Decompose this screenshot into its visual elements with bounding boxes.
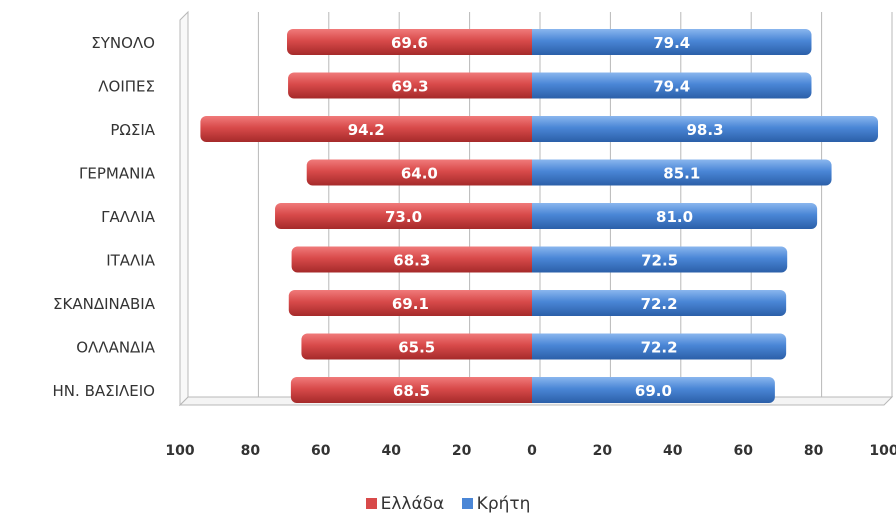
- bar-left-inner-edge: [524, 290, 532, 316]
- legend-item-left: Ελλάδα: [365, 494, 445, 514]
- category-label: ΓΑΛΛΙΑ: [101, 208, 156, 226]
- value-label-right: 81.0: [656, 208, 693, 226]
- value-label-left: 69.3: [392, 78, 429, 96]
- bar-left: [301, 333, 532, 360]
- bar-right: [532, 116, 879, 142]
- x-tick-label: 60: [733, 443, 753, 459]
- bar-left-inner-edge: [524, 377, 532, 403]
- bar-left: [200, 116, 532, 142]
- legend-label-left: Ελλάδα: [380, 494, 445, 514]
- category-label: ΙΤΑΛΙΑ: [106, 252, 156, 270]
- x-tick-label: 100: [165, 443, 194, 459]
- value-label-right: 72.5: [641, 252, 678, 270]
- value-label-left: 73.0: [385, 208, 422, 226]
- bar-left: [290, 377, 532, 403]
- legend-swatch-right: [461, 498, 473, 509]
- value-labels: 69.6 79.4 69.3 79.4 94.2 98.3 64.0 85.1 73.0 81.0…: [348, 34, 724, 400]
- category-label: ΡΩΣΙΑ: [110, 121, 155, 139]
- legend-swatch-left: [365, 498, 377, 509]
- x-tick-label: 80: [804, 443, 824, 459]
- bar-right: [532, 203, 818, 229]
- x-tick-label: 20: [593, 443, 613, 459]
- x-tick-label: 40: [381, 443, 401, 459]
- bar-left-inner-edge: [524, 159, 532, 186]
- category-label: ΣΚΑΝΔΙΝΑΒΙΑ: [53, 295, 156, 313]
- bar-right: [532, 29, 812, 55]
- bar-left: [306, 159, 532, 186]
- x-tick-label: 100: [869, 443, 896, 459]
- bar-left: [288, 72, 532, 99]
- value-label-left: 65.5: [398, 339, 435, 357]
- bars: [200, 29, 879, 403]
- chart-side-wall: [179, 10, 189, 407]
- bar-right-inner-edge: [532, 377, 540, 403]
- value-label-left: 94.2: [348, 121, 385, 139]
- category-label: ΣΥΝΟΛΟ: [91, 34, 155, 52]
- bar-left: [287, 29, 532, 55]
- bar-left-inner-edge: [524, 203, 532, 229]
- x-tick-label: 20: [452, 443, 472, 459]
- value-label-right: 85.1: [663, 165, 700, 183]
- x-tick-label: 80: [241, 443, 261, 459]
- bar-right: [532, 72, 812, 99]
- value-label-left: 68.3: [393, 252, 430, 270]
- value-label-right: 72.2: [641, 295, 678, 313]
- bar-right-inner-edge: [532, 246, 540, 273]
- category-labels: ΣΥΝΟΛΟ ΛΟΙΠΕΣ ΡΩΣΙΑ ΓΕΡΜΑΝΙΑ ΓΑΛΛΙΑ ΙΤΑΛΙΑ ΣΚΑ…: [53, 34, 156, 400]
- value-label-left: 69.6: [391, 34, 428, 52]
- bar-right: [532, 333, 787, 360]
- value-label-right: 79.4: [653, 34, 690, 52]
- bar-right: [532, 246, 788, 273]
- x-tick-label: 60: [311, 443, 331, 459]
- bar-right-inner-edge: [532, 116, 540, 142]
- bar-right-inner-edge: [532, 333, 540, 360]
- bar-left-inner-edge: [524, 29, 532, 55]
- category-label: ΓΕΡΜΑΝΙΑ: [79, 165, 156, 183]
- value-label-right: 79.4: [653, 78, 690, 96]
- x-tick-label: 40: [663, 443, 683, 459]
- legend-label-right: Κρήτη: [476, 494, 531, 514]
- bar-right: [532, 377, 775, 403]
- x-tick-labels: 100 80 60 40 20 0 20 40 60 80 100: [165, 443, 896, 459]
- value-label-right: 98.3: [687, 121, 724, 139]
- bar-left-inner-edge: [524, 246, 532, 273]
- bar-right-inner-edge: [532, 290, 540, 316]
- legend-item-right: Κρήτη: [461, 494, 531, 514]
- bar-left: [291, 246, 532, 273]
- bar-right-inner-edge: [532, 72, 540, 99]
- legend: Ελλάδα Κρήτη: [0, 494, 896, 514]
- x-tick-label: 0: [527, 443, 537, 459]
- value-label-right: 69.0: [635, 382, 672, 400]
- bar-right: [532, 159, 832, 186]
- bar-left: [275, 203, 532, 229]
- category-label: ΛΟΙΠΕΣ: [98, 78, 155, 96]
- bar-right-inner-edge: [532, 159, 540, 186]
- bar-left-inner-edge: [524, 72, 532, 99]
- bar-right: [532, 290, 787, 316]
- category-label: ΗΝ. ΒΑΣΙΛΕΙΟ: [53, 382, 155, 400]
- bar-left-inner-edge: [524, 116, 532, 142]
- value-label-left: 68.5: [393, 382, 430, 400]
- bar-left-inner-edge: [524, 333, 532, 360]
- value-label-left: 64.0: [401, 165, 438, 183]
- value-label-left: 69.1: [392, 295, 429, 313]
- bar-right-inner-edge: [532, 29, 540, 55]
- bar-left: [288, 290, 532, 316]
- category-label: ΟΛΛΑΝΔΙΑ: [76, 339, 155, 357]
- value-label-right: 72.2: [641, 339, 678, 357]
- bar-right-inner-edge: [532, 203, 540, 229]
